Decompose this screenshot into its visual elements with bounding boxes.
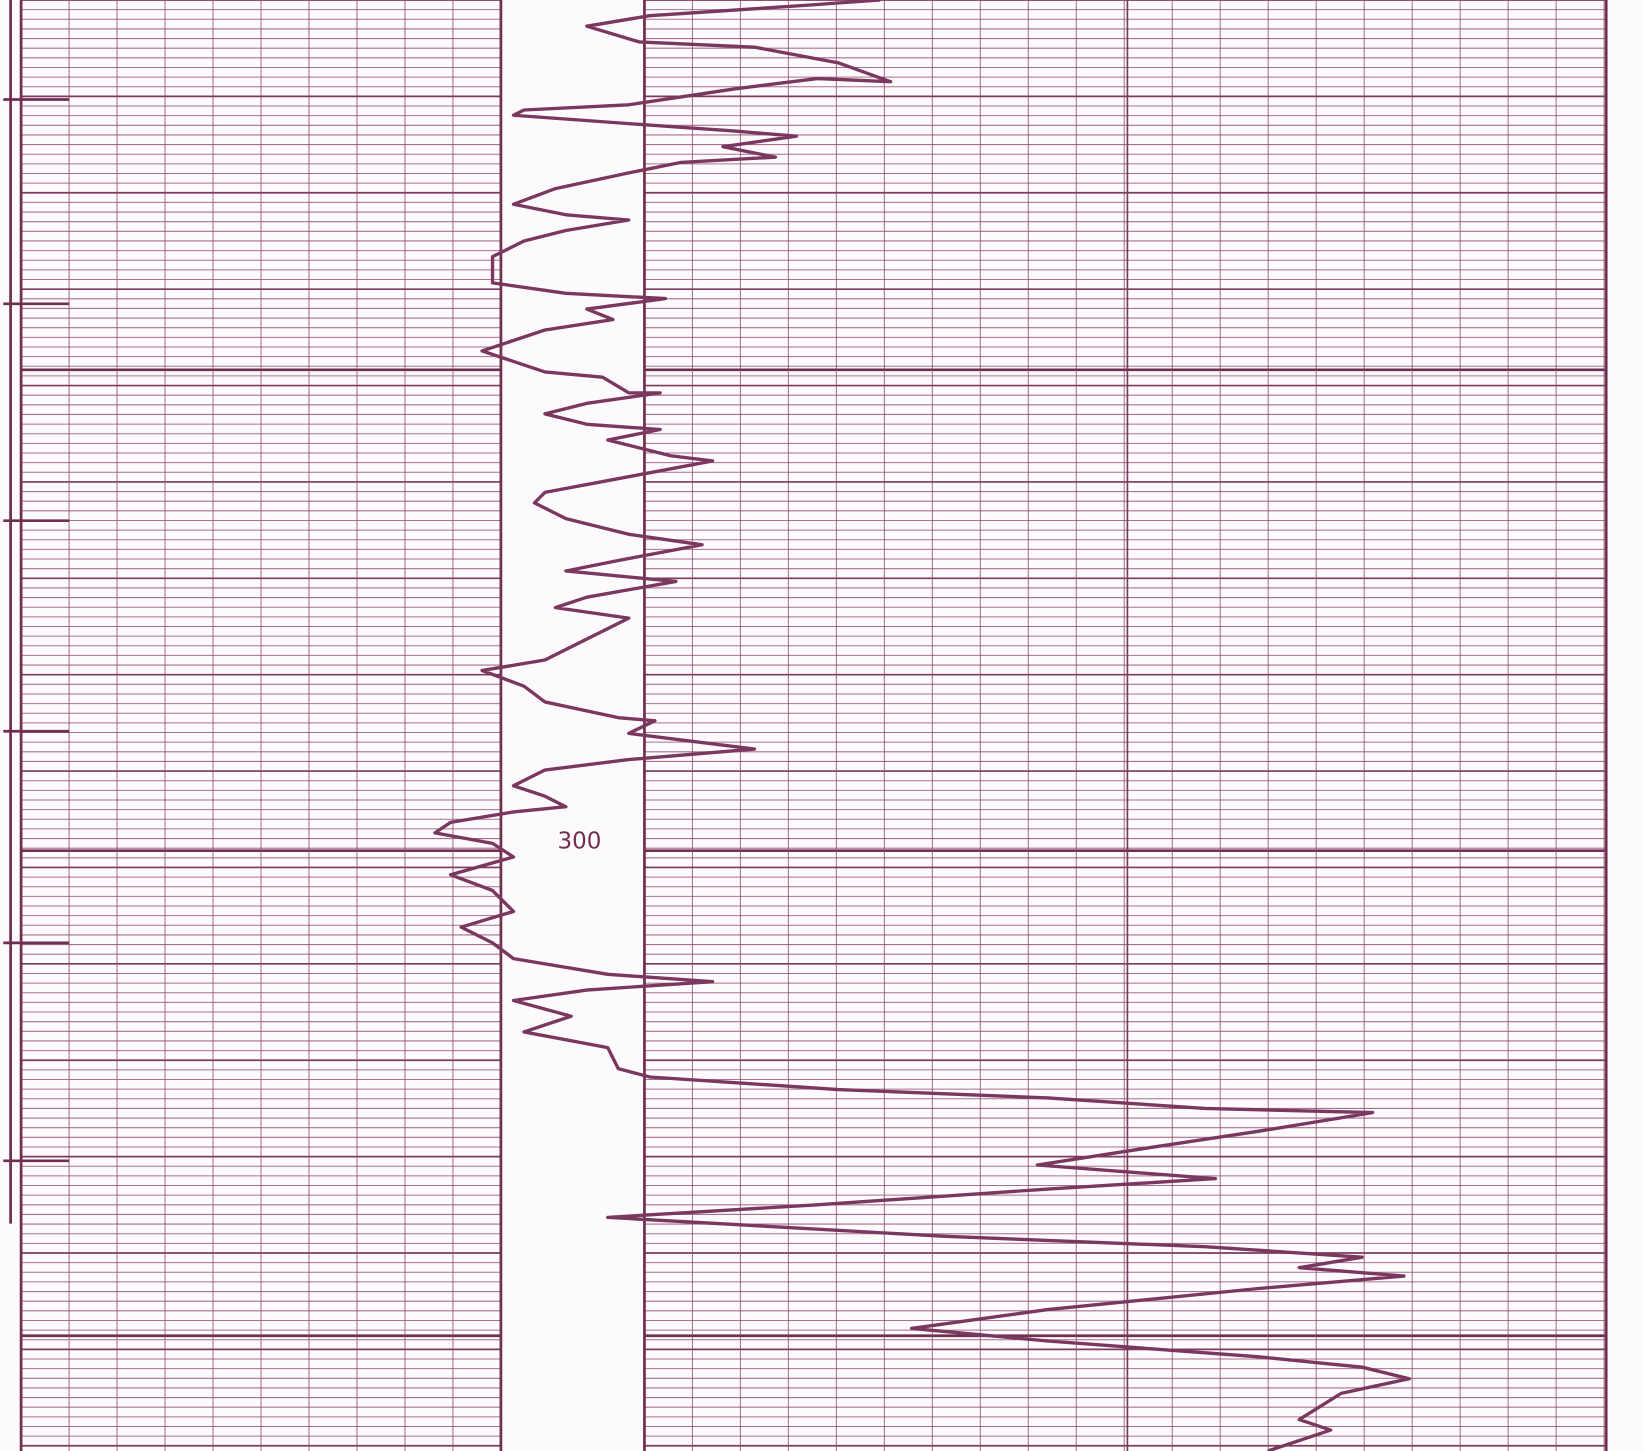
log-curve — [433, 0, 1411, 1451]
depth-label: 300 — [558, 829, 602, 855]
grid — [3, 0, 1608, 1451]
